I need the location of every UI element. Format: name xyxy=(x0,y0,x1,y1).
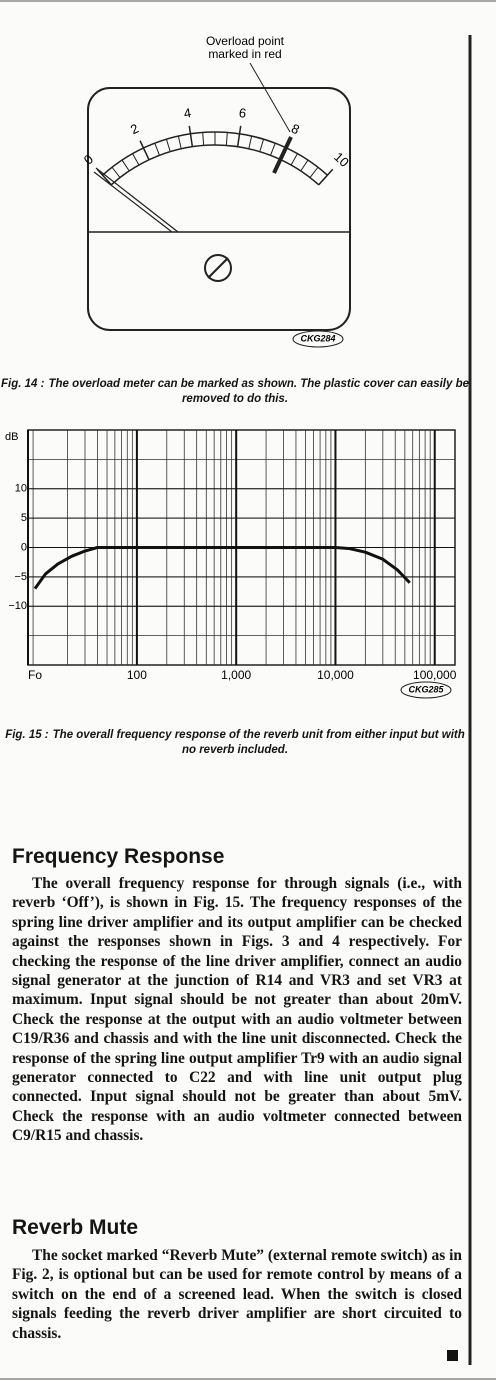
caption-text: The overall frequency response of the re… xyxy=(52,729,465,756)
scale-label: 4 xyxy=(183,105,192,121)
response-curve xyxy=(33,546,411,590)
scale-label: 2 xyxy=(128,121,141,138)
code-oval xyxy=(292,330,344,348)
caption-text: The overload meter can be marked as show… xyxy=(48,378,469,405)
scale-label: 8 xyxy=(289,121,302,138)
y-tick-label: −10 xyxy=(8,600,27,612)
scale-tick xyxy=(270,142,276,156)
section-heading: Reverb Mute xyxy=(12,1216,139,1239)
scale-tick xyxy=(202,132,205,146)
needle xyxy=(95,167,179,233)
section-heading: Frequency Response xyxy=(12,845,225,868)
scale-tick xyxy=(132,153,140,166)
scale-tick xyxy=(318,168,334,186)
scale-tick xyxy=(121,159,130,172)
scale-tick xyxy=(165,139,171,152)
meter-case xyxy=(87,87,351,331)
paragraph: The socket marked “Reverb Mute” (externa… xyxy=(12,1247,462,1342)
screw xyxy=(204,254,232,282)
code-oval xyxy=(400,681,452,699)
scale-tick xyxy=(248,135,253,149)
paragraph: The overall frequency response for throu… xyxy=(12,875,462,1145)
scale-tick xyxy=(225,132,228,146)
x-tick-label: 100,000 xyxy=(413,668,457,682)
scale-tick xyxy=(139,140,150,161)
y-tick-label: 0 xyxy=(21,541,27,553)
screw-slot xyxy=(207,257,229,279)
y-tick-label: 10 xyxy=(15,483,27,495)
x-tick-label: 1,000 xyxy=(221,668,251,682)
y-axis-label: dB xyxy=(5,431,18,443)
y-tick-label: 5 xyxy=(21,512,27,524)
caption: Fig. 14 : The overload meter can be marke… xyxy=(0,377,470,407)
x-tick-label: 100 xyxy=(127,668,147,682)
caption-label: Fig. 14 : xyxy=(0,378,45,390)
figure-code: CKG285 xyxy=(408,684,444,694)
scale-tick xyxy=(300,159,309,172)
leader-line xyxy=(249,62,291,133)
caption-label: Fig. 15 : xyxy=(5,729,49,741)
scale-tick xyxy=(280,140,291,161)
y-tick-label: −5 xyxy=(14,571,27,583)
annotation: Overload point xyxy=(206,34,285,48)
end-mark xyxy=(447,1350,458,1361)
scale-label: 6 xyxy=(238,105,247,121)
scale-tick xyxy=(290,153,298,166)
figure-code: CKG284 xyxy=(300,333,335,343)
scale-tick xyxy=(188,125,194,147)
scale-label: 10 xyxy=(331,149,352,170)
x-tick-label: 10,000 xyxy=(317,668,354,682)
annotation: marked in red xyxy=(208,47,281,61)
scale-tick xyxy=(154,142,160,156)
scale-tick xyxy=(111,166,121,178)
scale-tick xyxy=(259,139,265,152)
caption: Fig. 15 : The overall frequency response … xyxy=(0,728,470,758)
needle xyxy=(93,171,173,233)
scale-tick xyxy=(177,135,182,149)
scale-tick xyxy=(236,125,242,147)
x-tick-label: Fo xyxy=(28,668,42,682)
scale-tick xyxy=(96,168,112,186)
scale-arc xyxy=(110,144,320,186)
scale-tick xyxy=(309,166,319,178)
